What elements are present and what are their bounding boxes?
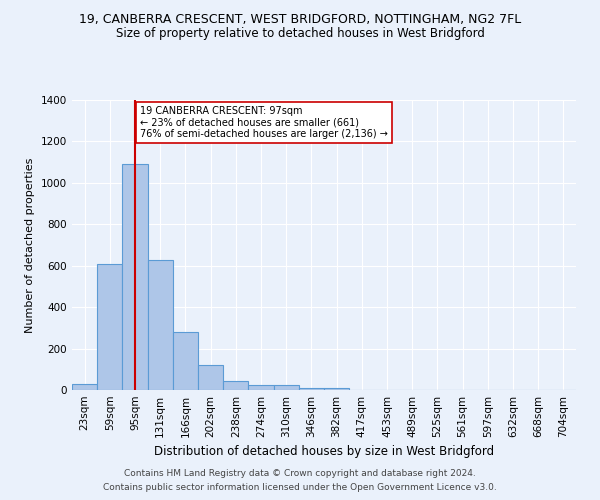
Text: Contains HM Land Registry data © Crown copyright and database right 2024.: Contains HM Land Registry data © Crown c… xyxy=(124,468,476,477)
Text: 19 CANBERRA CRESCENT: 97sqm
← 23% of detached houses are smaller (661)
76% of se: 19 CANBERRA CRESCENT: 97sqm ← 23% of det… xyxy=(140,106,388,140)
Bar xyxy=(72,384,97,390)
Text: Contains public sector information licensed under the Open Government Licence v3: Contains public sector information licen… xyxy=(103,484,497,492)
Bar xyxy=(148,260,173,390)
Bar xyxy=(122,164,148,390)
Bar xyxy=(198,365,223,390)
Bar xyxy=(324,388,349,390)
Bar xyxy=(223,380,248,390)
Bar xyxy=(173,332,198,390)
Bar xyxy=(274,386,299,390)
X-axis label: Distribution of detached houses by size in West Bridgford: Distribution of detached houses by size … xyxy=(154,446,494,458)
Bar xyxy=(97,264,122,390)
Text: Size of property relative to detached houses in West Bridgford: Size of property relative to detached ho… xyxy=(116,28,484,40)
Text: 19, CANBERRA CRESCENT, WEST BRIDGFORD, NOTTINGHAM, NG2 7FL: 19, CANBERRA CRESCENT, WEST BRIDGFORD, N… xyxy=(79,12,521,26)
Y-axis label: Number of detached properties: Number of detached properties xyxy=(25,158,35,332)
Bar xyxy=(299,388,324,390)
Bar xyxy=(248,386,274,390)
